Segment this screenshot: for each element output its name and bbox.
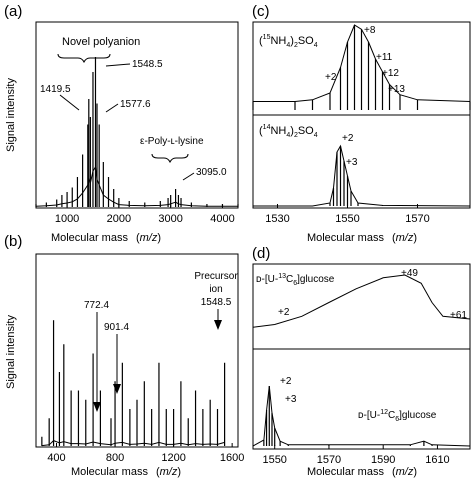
panel-b-label-1548: 1548.5 [201, 297, 232, 308]
panel-a-arrow-3095 [182, 172, 195, 181]
panel-c-spectrum-14n [253, 144, 471, 207]
panel-label-c: (c) [252, 3, 270, 20]
panel-d-x-ticks: 1550 1570 1590 1610 [262, 445, 450, 466]
panel-d-peak-label-2-top: +2 [278, 307, 290, 318]
panel-a-xlabel: Molecular mass (m/z) [51, 232, 161, 244]
panel-a-annotation-novel-polyanion: Novel polyanion [62, 36, 140, 48]
panel-b-ylabel: Signal intensity [5, 315, 17, 389]
panel-a-arrow-1548 [105, 63, 131, 67]
panel-a-arrow-1577 [105, 103, 119, 113]
panel-a-spectrum [35, 57, 239, 207]
panel-a-arrow-1419 [59, 94, 80, 111]
x-tick-label: 1000 [55, 213, 79, 225]
panel-c-line-14n [253, 144, 471, 207]
panel-a-frame [35, 21, 239, 209]
panel-b-arrowhead-precursor [214, 320, 222, 330]
x-tick-label: 1570 [405, 213, 429, 225]
panel-b-x-ticks: 400 800 1200 1600 [47, 443, 244, 464]
x-tick-label: 1550 [335, 213, 359, 225]
panel-c-peak-label-3: +3 [346, 157, 358, 168]
panel-b-label-precursor: Precursor [194, 271, 238, 282]
x-tick-label: 3000 [158, 213, 182, 225]
panel-a-label-1577: 1577.6 [120, 99, 151, 110]
panel-c-series-15n-label: (15NH4)2SO4 [259, 34, 318, 49]
panel-a-label-1419: 1419.5 [40, 84, 71, 95]
x-tick-label: 1530 [265, 213, 289, 225]
panel-b-arrowhead-901 [113, 384, 121, 394]
panel-d-peak-label-49: +49 [401, 268, 418, 279]
panel-a-label-1548: 1548.5 [132, 59, 163, 70]
panel-d-peak-label-61: +61 [450, 310, 467, 321]
panel-c-peak-label-13: +13 [388, 84, 405, 95]
panel-b-spectrum [41, 320, 226, 447]
panel-a-label-epsilon-poly-lysine: ε-Poly-ʟ-lysine [140, 136, 204, 147]
x-tick-label: 1610 [425, 454, 449, 466]
panel-b: Signal intensity 400 800 1200 1600 Molecula… [5, 253, 244, 478]
x-tick-label: 400 [47, 452, 65, 464]
x-tick-label: 1200 [161, 452, 185, 464]
panel-b-frame [35, 253, 239, 448]
panel-label-b: (b) [4, 233, 22, 250]
panel-c-peak-label-11: +11 [376, 52, 393, 63]
x-tick-label: 1600 [220, 452, 244, 464]
panel-c-x-ticks: 1530 1550 1570 [265, 204, 430, 225]
x-tick-label: 2000 [107, 213, 131, 225]
panel-d-peak-label-2-bottom: +2 [280, 376, 292, 387]
panel-d-spectrum-12c [252, 385, 471, 447]
panel-b-baseline [41, 440, 225, 447]
panel-a-brace-novel [57, 53, 111, 64]
panel-c-peak-label-8: +8 [364, 25, 376, 36]
panel-a-x-ticks: 1000 2000 3000 4000 [55, 204, 235, 225]
panel-d-spectrum-13c [252, 274, 471, 328]
x-tick-label: 1570 [317, 454, 341, 466]
panel-c-peak-label-2-top: +2 [325, 72, 337, 83]
panel-c-spectrum-15n [252, 24, 471, 110]
panel-c-xlabel: Molecular mass (m/z) [307, 232, 417, 244]
panel-b-label-901: 901.4 [104, 322, 129, 333]
x-tick-label: 4000 [210, 213, 234, 225]
x-tick-label: 1590 [371, 454, 395, 466]
panel-d-xlabel: Molecular mass (m/z) [307, 466, 417, 478]
panel-b-label-ion: ion [209, 284, 222, 295]
panel-a-ylabel: Signal intensity [5, 78, 17, 152]
panel-b-xlabel: Molecular mass (m/z) [71, 466, 181, 478]
panel-label-a: (a) [4, 3, 22, 20]
panel-c-series-14n-label: (14NH4)2SO4 [259, 124, 318, 139]
panel-b-label-772: 772.4 [84, 300, 109, 311]
panel-c-peak-label-2-bottom: +2 [342, 133, 354, 144]
panel-a: Signal intensity 1000 2000 3000 4000 Molecu… [5, 21, 239, 244]
panel-c-peak-label-12: +12 [382, 68, 399, 79]
panel-d-series-12c-label: ᴅ-[U-12C6]glucose [358, 409, 437, 423]
panel-c: 1530 1550 1570 Molecular mass (m/z) (15NH4)… [252, 21, 471, 244]
panel-b-arrowhead-772 [93, 402, 101, 412]
x-tick-label: 800 [106, 452, 124, 464]
panel-label-d: (d) [252, 245, 270, 262]
panel-a-label-3095: 3095.0 [196, 167, 227, 178]
x-tick-label: 1550 [262, 454, 286, 466]
panel-d-line-13c [252, 274, 471, 328]
panel-d-frame [252, 263, 471, 450]
panel-d-series-13c-label: ᴅ-[U-13C6]glucose [256, 273, 335, 287]
panel-d-peak-label-3: +3 [285, 394, 297, 405]
panel-d: 1550 1570 1590 1610 Molecular mass (m/z) ᴅ-[… [252, 263, 471, 478]
panel-a-brace-lysine [151, 153, 189, 164]
